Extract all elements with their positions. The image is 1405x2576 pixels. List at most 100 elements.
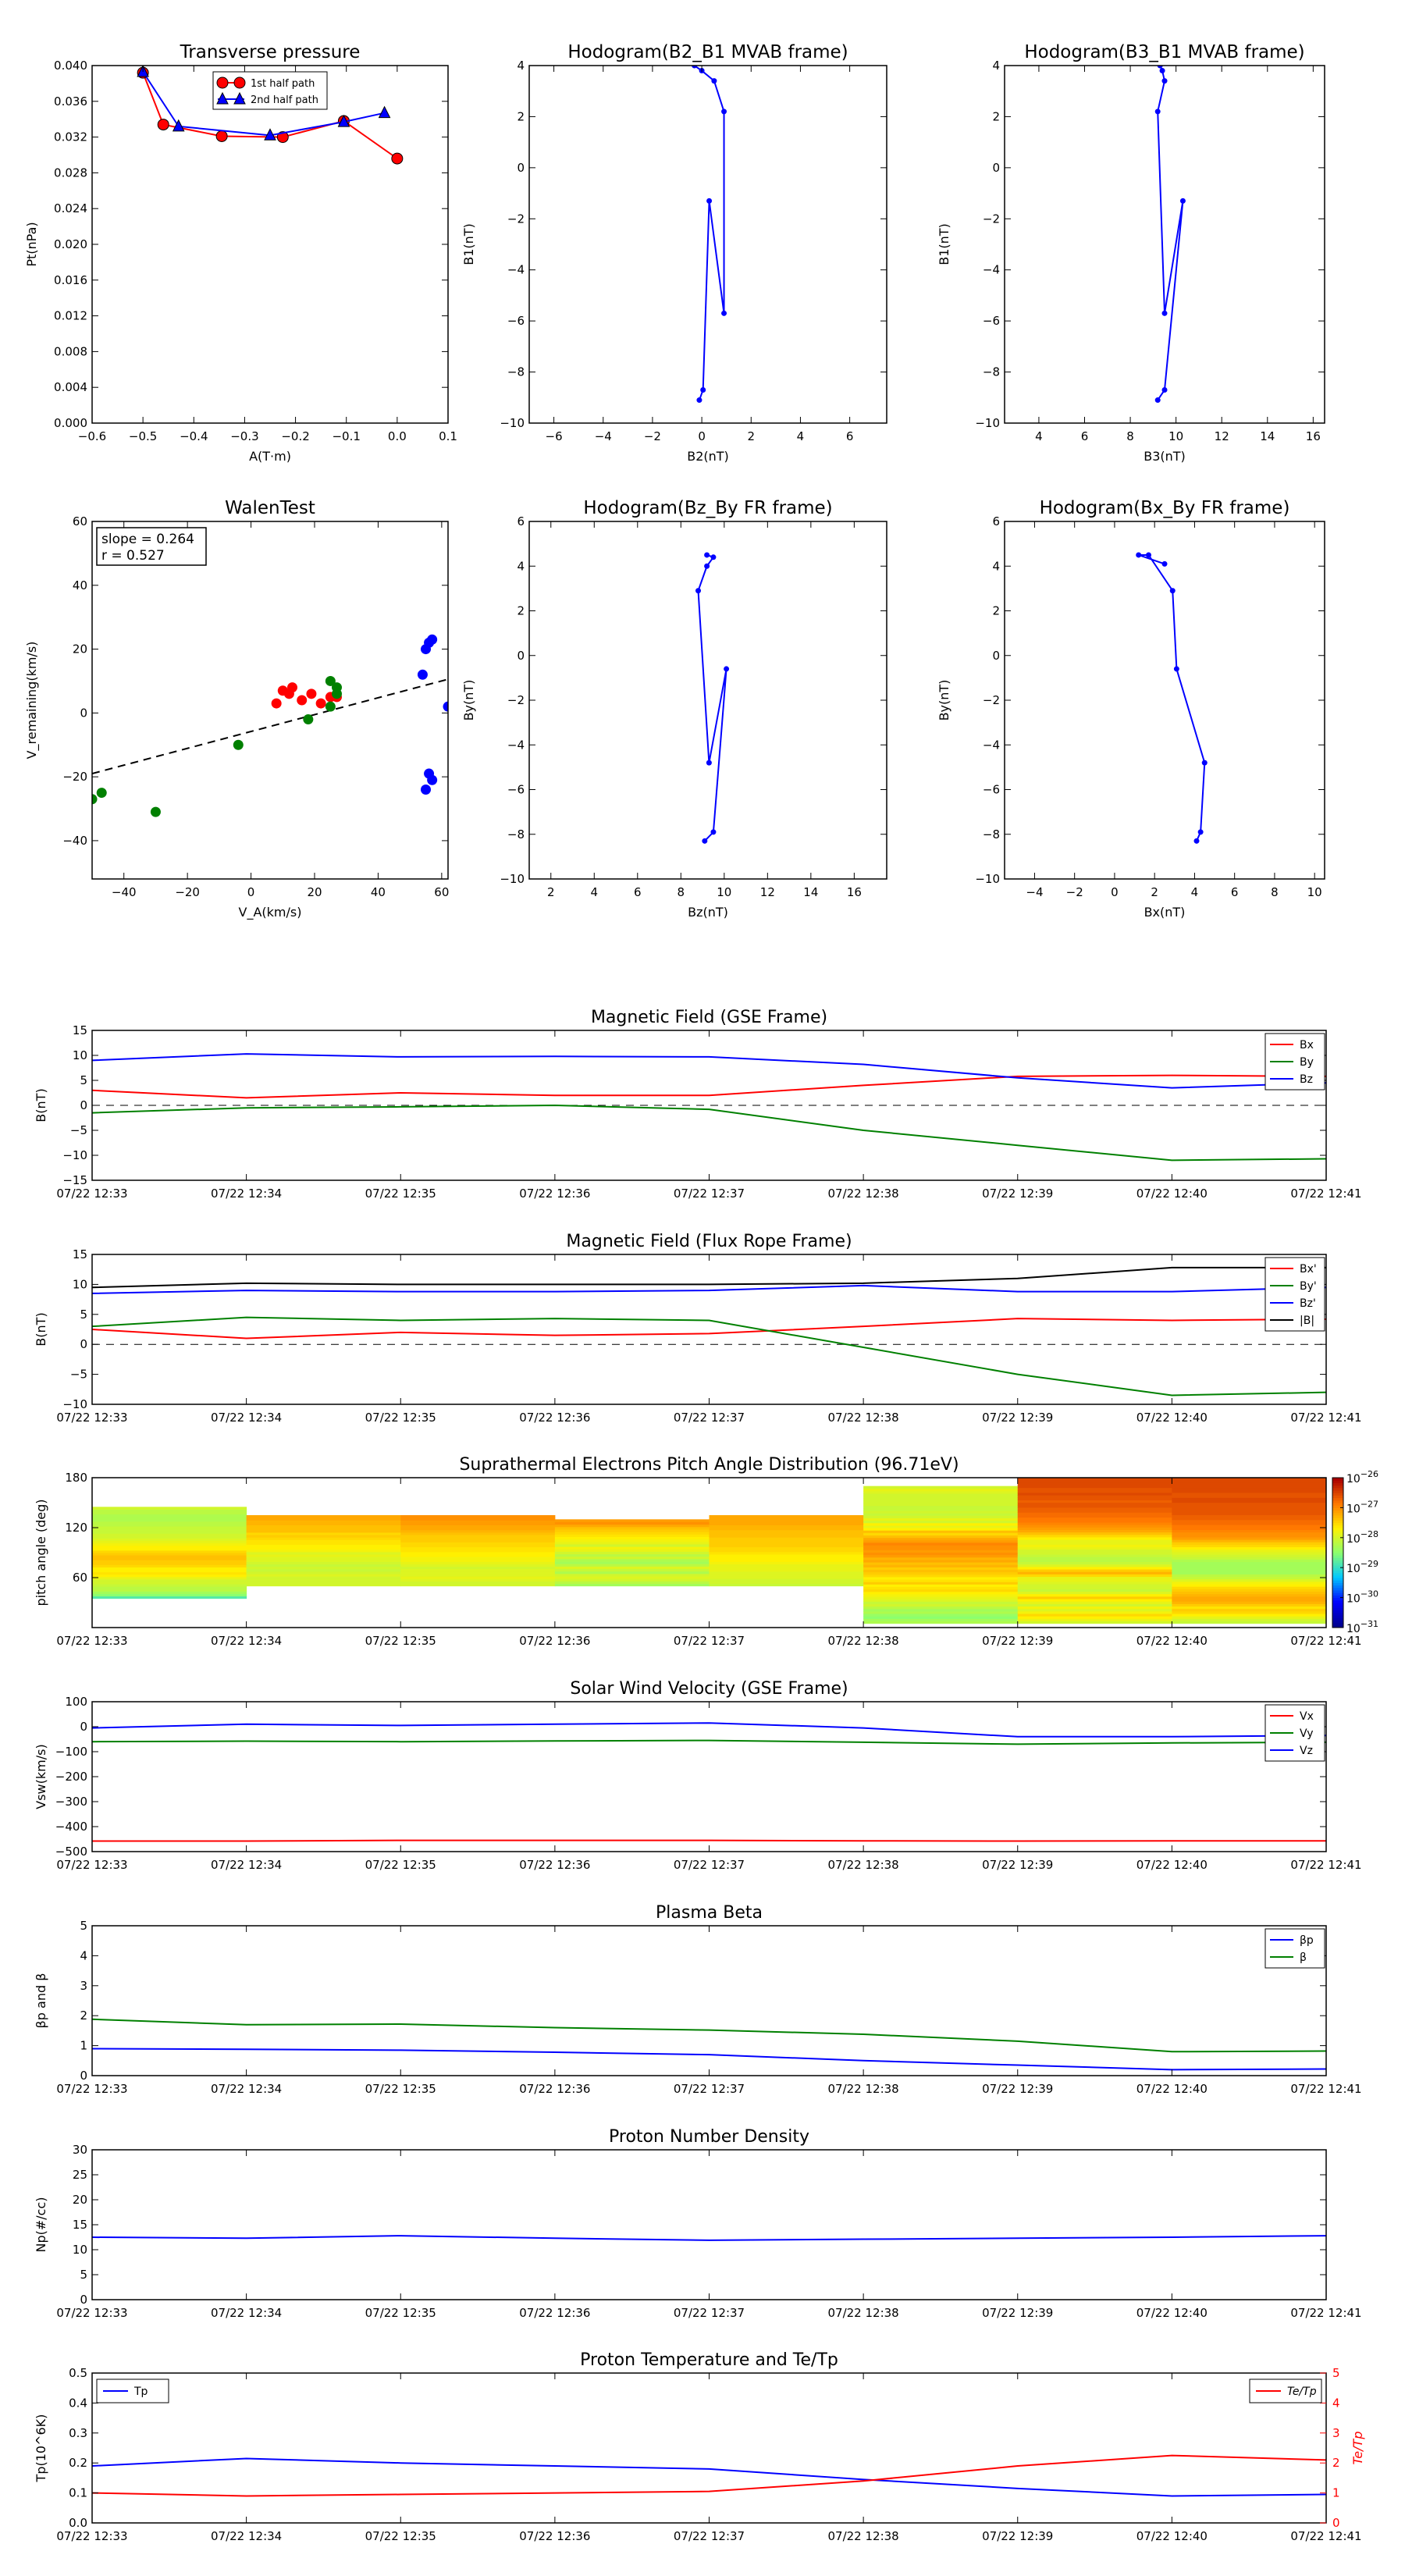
heatmap-cell — [246, 1568, 401, 1572]
y-tick-label: −10 — [500, 872, 525, 886]
heatmap-cell — [554, 1576, 710, 1579]
heatmap-cell — [554, 1556, 710, 1560]
heatmap-cell — [246, 1549, 401, 1553]
heatmap-cell — [1172, 1478, 1326, 1481]
x-tick-label: 07/22 12:35 — [365, 2306, 436, 2320]
heatmap-cell — [1017, 1606, 1172, 1610]
series-line-By' — [92, 1316, 1326, 1397]
heatmap-cell — [92, 1531, 247, 1534]
x-tick-label: 2 — [547, 885, 555, 899]
chart-beta: 07/22 12:33 07/22 12:34 07/22 12:35 07/22 1… — [34, 1903, 1362, 2096]
heatmap-cell — [863, 1591, 1019, 1595]
heatmap-cell — [92, 1555, 247, 1558]
colorbar-cell — [1332, 1599, 1343, 1603]
chart-hbzby: 2 4 6 8 10 12 14 16 −10 −8 −6 −4 −2 0 2 4 6 Hodogram(Bz_B… — [461, 498, 887, 920]
legend-label: Bz' — [1300, 1297, 1316, 1310]
x-axis-label: B2(nT) — [687, 449, 729, 464]
heatmap-cell — [1017, 1549, 1172, 1553]
legend: Bx' By' Bz' |B| — [1264, 1257, 1325, 1332]
heatmap-cell — [1172, 1495, 1326, 1498]
heatmap-cell — [1017, 1569, 1172, 1572]
x-tick-label: 07/22 12:36 — [519, 1858, 590, 1872]
plot-content — [92, 2235, 1326, 2241]
x-tick-label: 07/22 12:33 — [56, 2529, 127, 2543]
legend-label: |B| — [1300, 1315, 1314, 1327]
legend: Vx Vy Vz — [1264, 1704, 1325, 1762]
heatmap-cell — [1017, 1542, 1172, 1545]
x-tick-label: 14 — [1260, 429, 1275, 443]
x-tick-label: −2 — [644, 429, 661, 443]
x-tick-label: 2 — [1151, 885, 1158, 899]
y-tick-label: 0.012 — [54, 309, 87, 323]
data-point — [233, 739, 244, 750]
heatmap-cell — [246, 1557, 401, 1560]
heatmap-cell — [92, 1547, 247, 1551]
plot-content — [92, 634, 448, 817]
plot-area — [92, 521, 448, 879]
heatmap-cell — [863, 1522, 1019, 1526]
data-point — [157, 119, 169, 131]
legend-label: Te/Tp — [1287, 2386, 1317, 2398]
heatmap-cell — [246, 1517, 401, 1521]
colorbar-cell — [1332, 1585, 1343, 1589]
colorbar-cell — [1332, 1485, 1343, 1489]
legend-label: Vx — [1300, 1710, 1314, 1723]
y-axis-label: By(nT) — [461, 680, 476, 721]
heatmap-cell — [400, 1517, 556, 1521]
colorbar-cell — [1332, 1503, 1343, 1506]
heatmap-cell — [246, 1520, 401, 1523]
data-point — [1197, 829, 1204, 835]
heatmap-cell — [1172, 1489, 1326, 1493]
heatmap-cell — [1017, 1514, 1172, 1518]
y-tick-label: 1 — [80, 2039, 87, 2053]
x-tick-label: 0.1 — [439, 429, 457, 443]
heatmap-cell — [246, 1574, 401, 1577]
heatmap-cell — [863, 1528, 1019, 1531]
y-tick-label: −10 — [62, 1397, 87, 1411]
heatmap-cell — [1017, 1485, 1172, 1489]
heatmap-cell — [863, 1515, 1019, 1519]
chart-pad: 10−26 10−27 10−28 10−29 10−30 10−31 07/22 12:3… — [34, 1455, 1378, 1648]
heatmap-cell — [400, 1576, 556, 1579]
legend-frame — [212, 71, 328, 110]
colorbar-cell — [1332, 1578, 1343, 1581]
data-point — [325, 701, 336, 712]
heatmap-cell — [554, 1558, 710, 1562]
heatmap-cell — [863, 1505, 1019, 1509]
data-point — [706, 197, 713, 204]
heatmap-cell — [1017, 1497, 1172, 1500]
y-tick-label: 0 — [517, 161, 525, 175]
heatmap-cell — [863, 1517, 1019, 1521]
heatmap-cell — [709, 1546, 864, 1550]
heatmap-cell — [863, 1564, 1019, 1567]
x-tick-label: 07/22 12:35 — [365, 1858, 436, 1872]
heatmap-cell — [92, 1564, 247, 1568]
heatmap-cell — [1017, 1593, 1172, 1597]
colorbar-cell — [1332, 1520, 1343, 1524]
y-axis-label: B1(nT) — [461, 223, 476, 265]
colorbar-cell — [1332, 1562, 1343, 1566]
series-line-By — [92, 1104, 1326, 1162]
colorbar-label: 10−31 — [1346, 1619, 1378, 1635]
x-tick-label: 16 — [1306, 429, 1321, 443]
series-line-0 — [92, 2235, 1326, 2241]
colorbar-cell — [1332, 1622, 1343, 1626]
heatmap-cell — [92, 1540, 247, 1544]
y-tick-label: 20 — [73, 642, 87, 656]
colorbar-cell — [1332, 1595, 1343, 1599]
x-tick-label: −0.3 — [230, 429, 258, 443]
heatmap-cell — [92, 1538, 247, 1542]
heatmap-cell — [1172, 1510, 1326, 1513]
chart-tp: −0.6 −0.5 −0.4 −0.3 −0.2 −0.1 0.0 0.1 0.000 0.004… — [24, 42, 457, 464]
heatmap-cell — [863, 1542, 1019, 1546]
heatmap-cell — [1017, 1546, 1172, 1550]
y-axis-label: Vsw(km/s) — [34, 1744, 48, 1809]
y-tick-label: 0.016 — [54, 273, 87, 287]
heatmap-cell — [1017, 1507, 1172, 1510]
plot-content — [92, 1478, 1326, 1624]
series-line-1st half path — [142, 72, 398, 159]
heatmap-cell — [1017, 1578, 1172, 1582]
heatmap-cell — [709, 1554, 864, 1557]
colorbar-cell — [1332, 1542, 1343, 1546]
